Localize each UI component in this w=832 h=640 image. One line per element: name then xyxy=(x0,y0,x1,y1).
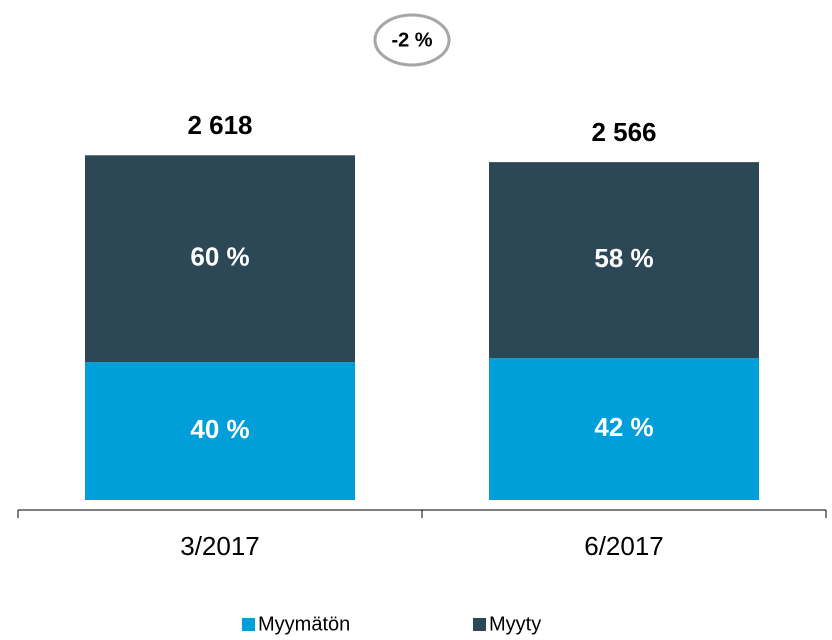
legend-label: Myyty xyxy=(489,613,541,635)
legend-swatch xyxy=(242,618,255,631)
bar-segment xyxy=(489,358,759,500)
legend-swatch xyxy=(473,618,486,631)
total-label: 2 618 xyxy=(187,110,252,140)
total-label: 2 566 xyxy=(591,117,656,147)
data-label: 40 % xyxy=(190,414,249,444)
data-label: 42 % xyxy=(594,412,653,442)
legend-label: Myymätön xyxy=(258,613,350,635)
data-label: 58 % xyxy=(594,243,653,273)
bar-segment xyxy=(85,362,355,500)
annotation-ellipse xyxy=(373,13,451,67)
x-tick-label: 3/2017 xyxy=(180,531,260,561)
bar-segment xyxy=(85,155,355,363)
data-label: 60 % xyxy=(190,242,249,272)
x-tick-label: 6/2017 xyxy=(584,531,664,561)
annotation: -2 % xyxy=(391,29,432,51)
bar-segment xyxy=(489,162,759,359)
